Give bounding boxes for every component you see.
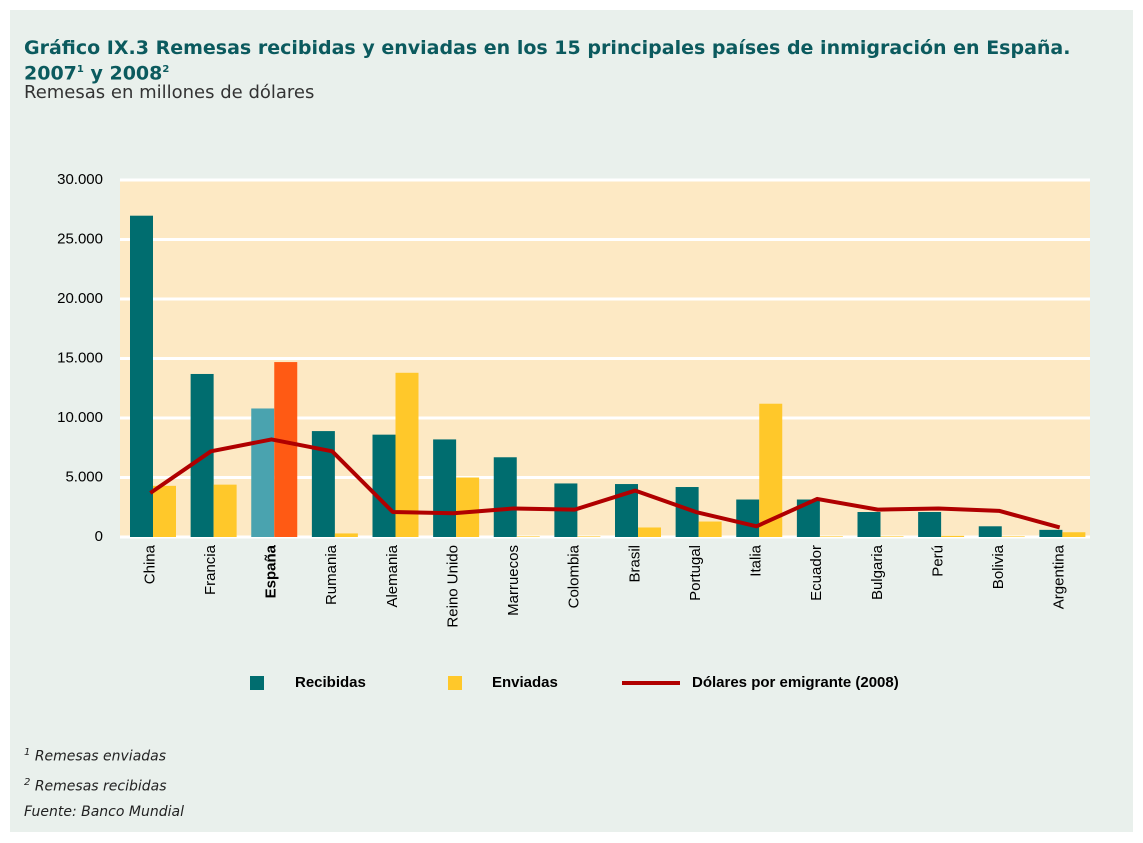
bar bbox=[372, 434, 396, 537]
y-tick-label: 25.000 bbox=[57, 230, 103, 247]
bar bbox=[796, 499, 820, 537]
superscript: 2 bbox=[24, 776, 31, 788]
bar bbox=[1039, 529, 1063, 537]
bar bbox=[698, 521, 722, 537]
y-tick-label: 5.000 bbox=[65, 468, 103, 485]
bar bbox=[577, 536, 601, 537]
bar bbox=[759, 403, 783, 537]
notes: 1 Remesas enviadas 2 Remesas recibidas Fue… bbox=[24, 740, 184, 825]
note: 1 Remesas enviadas bbox=[24, 740, 184, 770]
superscript: 1 bbox=[76, 64, 84, 75]
y-tick-label: 20.000 bbox=[57, 290, 103, 307]
bar bbox=[213, 484, 237, 537]
text-part: Remesas enviadas bbox=[30, 748, 167, 765]
text-part: Fuente: Banco Mundial bbox=[24, 804, 184, 821]
bar bbox=[857, 512, 881, 537]
bar bbox=[433, 439, 457, 537]
line-series bbox=[149, 437, 1061, 530]
y-tick-label: 0 bbox=[95, 528, 103, 545]
x-tick-label: Brasil bbox=[626, 545, 643, 583]
bar bbox=[493, 457, 517, 537]
legend-swatch bbox=[448, 676, 462, 690]
x-tick-label: Ecuador bbox=[808, 545, 825, 601]
bar bbox=[130, 215, 153, 537]
chart-subtitle: Remesas en millones de dólares bbox=[24, 82, 315, 103]
bar bbox=[675, 487, 699, 537]
y-tick-label: 10.000 bbox=[57, 409, 103, 426]
bar bbox=[918, 512, 942, 537]
superscript: 2 bbox=[162, 64, 170, 75]
legend-label: Recibidas bbox=[295, 674, 366, 691]
x-tick-label: China bbox=[141, 544, 158, 584]
x-tick-label: Bolivia bbox=[990, 544, 1007, 589]
legend-swatch bbox=[250, 676, 264, 690]
bar bbox=[736, 499, 760, 537]
bar bbox=[516, 536, 540, 537]
bar bbox=[274, 362, 298, 537]
note: Fuente: Banco Mundial bbox=[24, 799, 184, 825]
chart-title: Gráfico IX.3 Remesas recibidas y enviada… bbox=[24, 37, 1114, 85]
y-tick-label: 30.000 bbox=[57, 171, 103, 188]
bar bbox=[395, 372, 419, 537]
x-tick-label: Bulgaria bbox=[869, 544, 886, 600]
bar bbox=[880, 536, 904, 537]
y-tick-label: 15.000 bbox=[57, 349, 103, 366]
superscript: 1 bbox=[24, 747, 31, 758]
x-tick-label: Portugal bbox=[687, 545, 704, 601]
x-tick-label: Italia bbox=[748, 544, 765, 576]
bar bbox=[638, 527, 661, 537]
bar bbox=[1062, 532, 1086, 537]
x-tick-label: Colombia bbox=[566, 544, 583, 608]
bar bbox=[334, 533, 358, 537]
bar bbox=[251, 408, 275, 537]
x-tick-label: Marruecos bbox=[505, 545, 522, 616]
bar bbox=[819, 536, 843, 537]
x-tick-label: Rumania bbox=[323, 544, 340, 605]
bar bbox=[311, 431, 335, 537]
bar bbox=[978, 526, 1002, 537]
x-tick-label: Alemania bbox=[384, 544, 401, 607]
bar bbox=[1001, 536, 1025, 537]
bar bbox=[153, 485, 176, 537]
bar bbox=[615, 484, 638, 537]
x-tick-label: Perú bbox=[929, 545, 946, 577]
bar bbox=[941, 535, 965, 537]
x-tick-label: Argentina bbox=[1051, 544, 1068, 609]
x-tick-label: España bbox=[263, 544, 280, 598]
text-part: Remesas recibidas bbox=[30, 778, 167, 795]
legend-label: Dólares por emigrante (2008) bbox=[692, 674, 899, 691]
note: 2 Remesas recibidas bbox=[24, 770, 184, 800]
text-part: y 2008 bbox=[83, 62, 163, 85]
legend-label: Enviadas bbox=[492, 674, 558, 691]
bar bbox=[456, 477, 480, 537]
x-tick-label: Reino Unido bbox=[444, 545, 461, 628]
x-tick-label: Francia bbox=[202, 544, 219, 595]
text-part: Gráfico IX.3 Remesas recibidas y enviada… bbox=[24, 37, 1071, 85]
